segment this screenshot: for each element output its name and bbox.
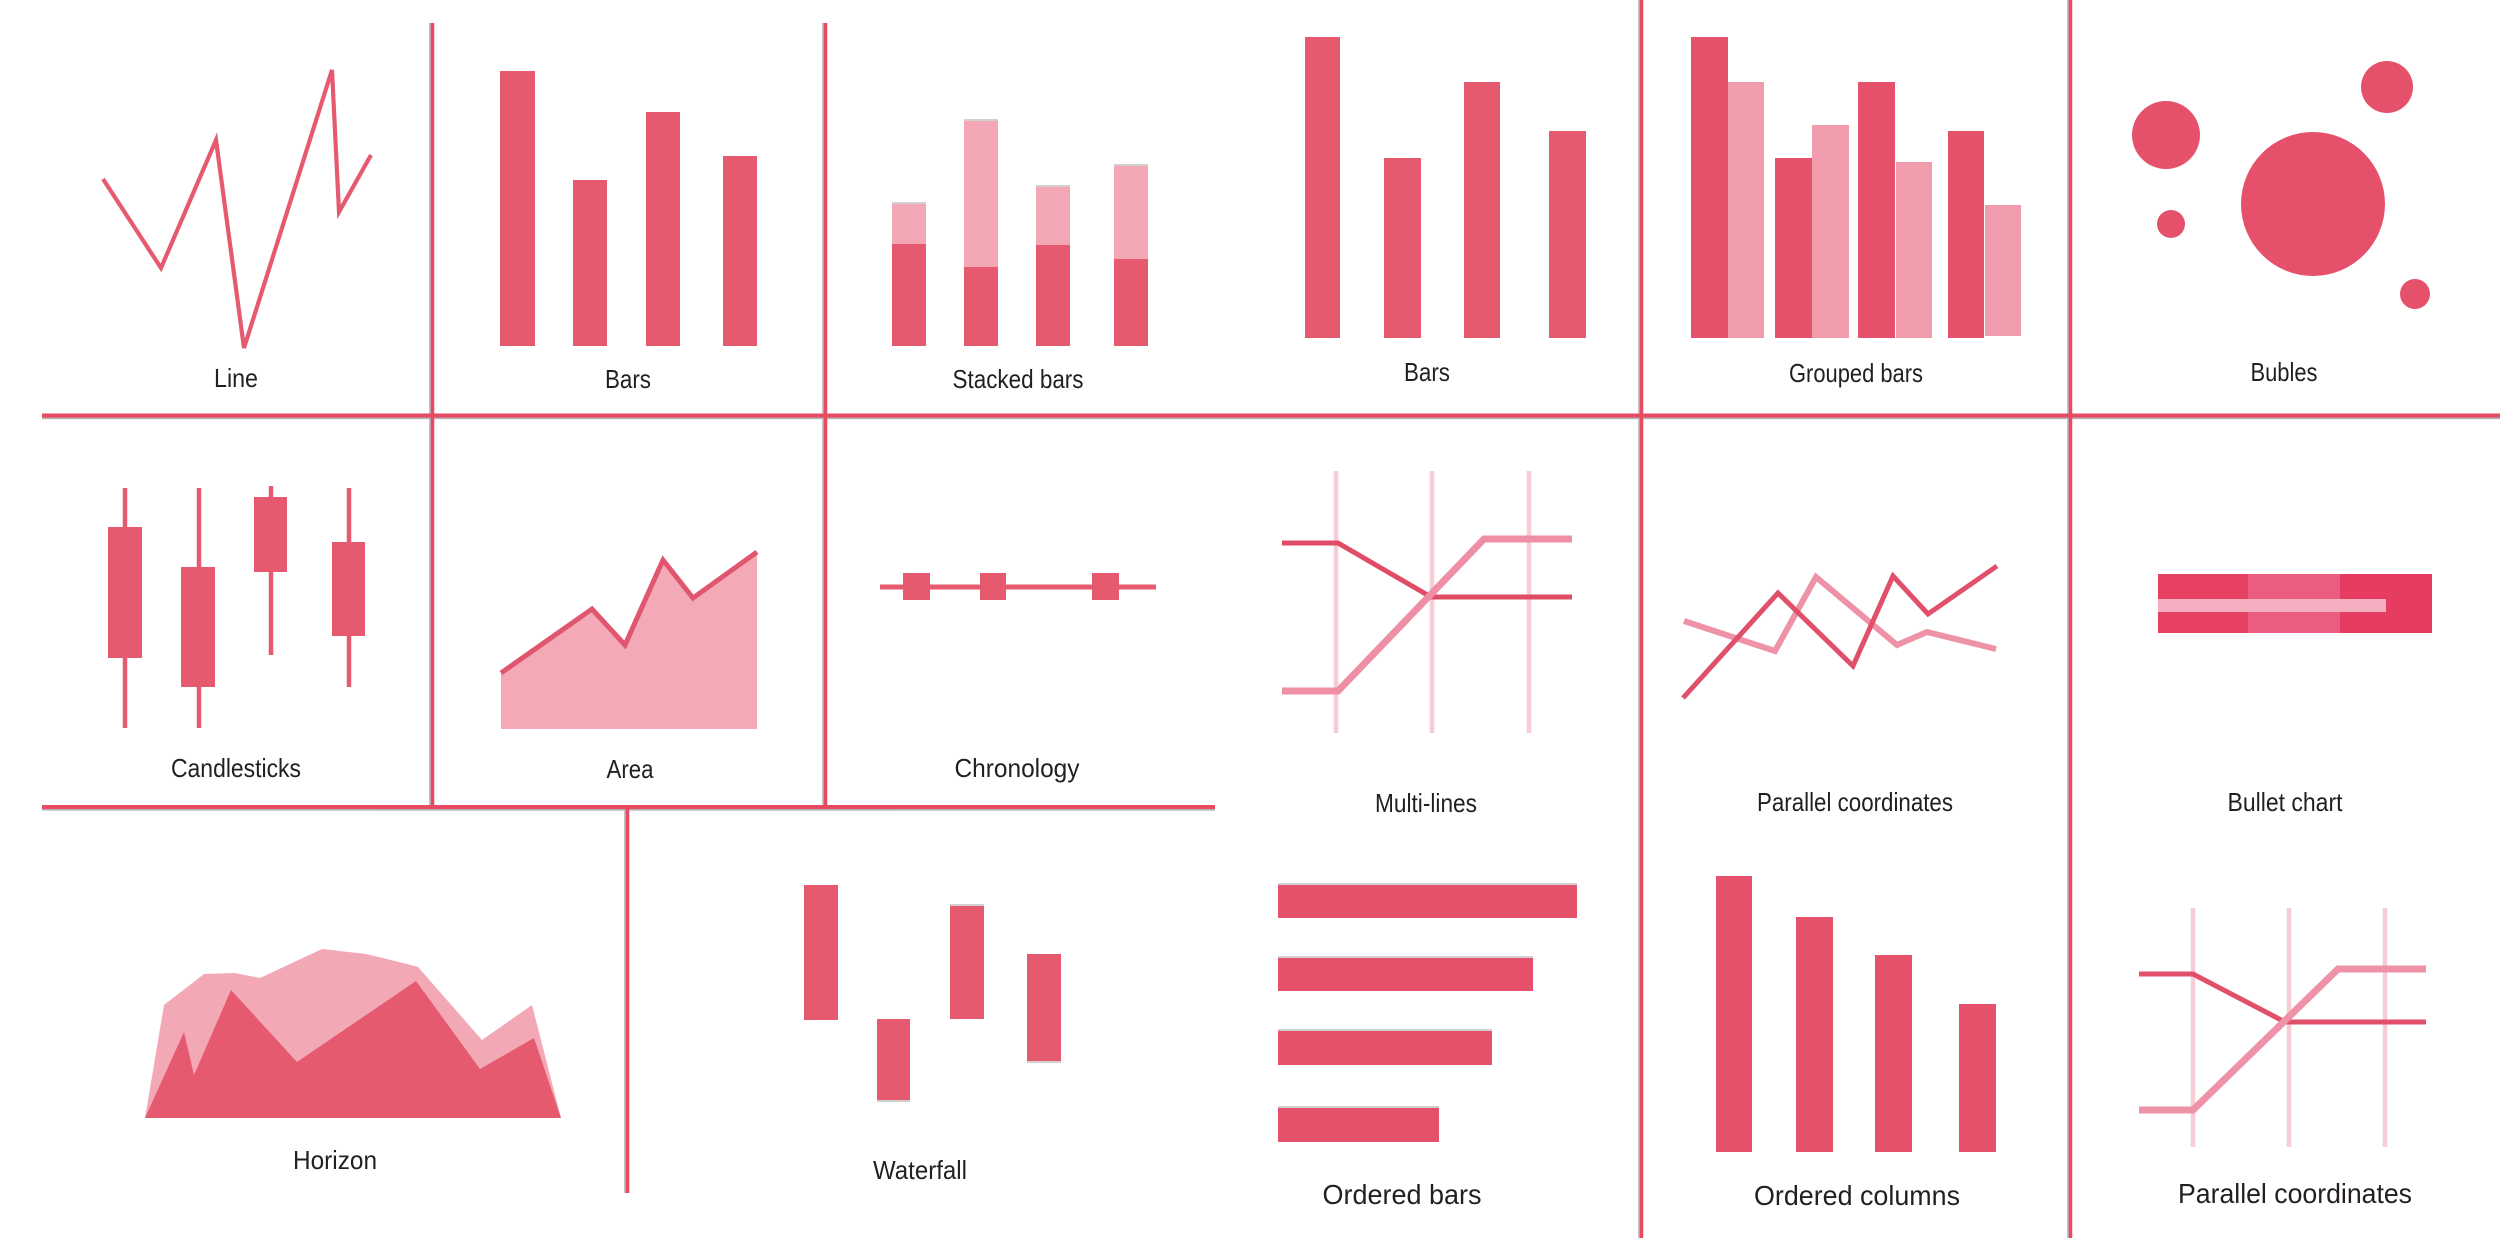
svg-text:Parallel coordinates: Parallel coordinates	[1757, 787, 1953, 817]
svg-text:Parallel coordinates: Parallel coordinates	[2178, 1178, 2412, 1209]
svg-text:Bubles: Bubles	[2251, 357, 2318, 387]
svg-text:Multi-lines: Multi-lines	[1375, 788, 1477, 818]
svg-text:Bullet chart: Bullet chart	[2228, 787, 2344, 817]
svg-text:Waterfall: Waterfall	[873, 1155, 967, 1185]
svg-text:Line: Line	[214, 363, 258, 393]
svg-text:Stacked bars: Stacked bars	[953, 364, 1084, 394]
svg-text:Candlesticks: Candlesticks	[171, 753, 301, 783]
svg-text:Area: Area	[607, 754, 654, 784]
svg-text:Ordered bars: Ordered bars	[1323, 1179, 1482, 1210]
svg-text:Chronology: Chronology	[955, 753, 1080, 783]
svg-text:Ordered columns: Ordered columns	[1754, 1180, 1960, 1211]
svg-text:Horizon: Horizon	[293, 1145, 377, 1175]
svg-text:Bars: Bars	[1404, 357, 1450, 387]
svg-text:Grouped bars: Grouped bars	[1789, 358, 1923, 388]
svg-text:Bars: Bars	[605, 364, 651, 394]
